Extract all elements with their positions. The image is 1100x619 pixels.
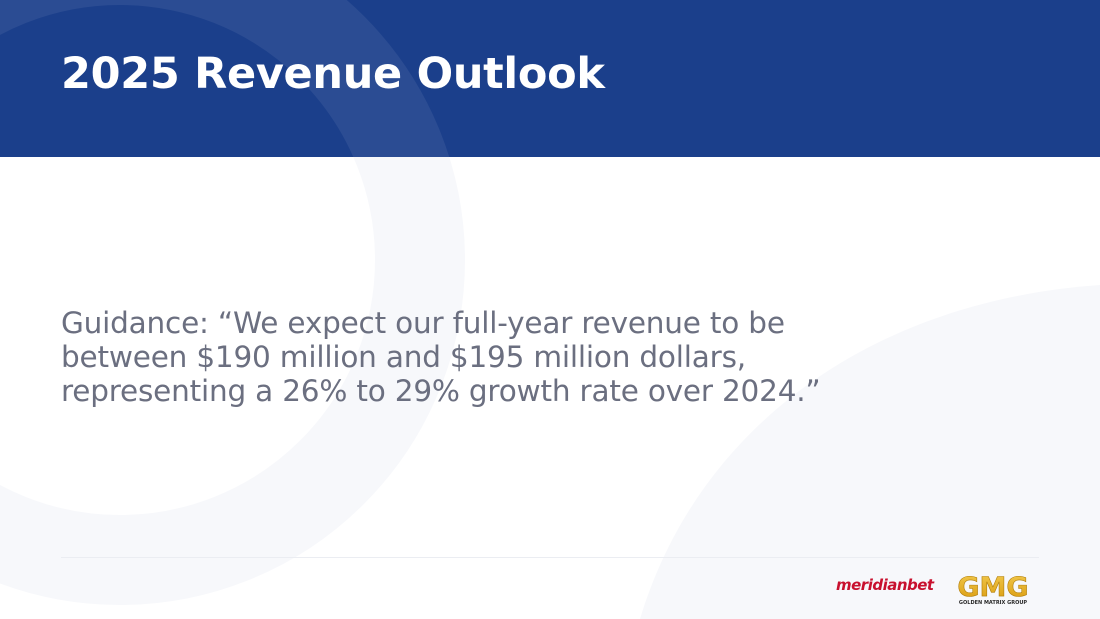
gmg-logo-subtitle: GOLDEN MATRIX GROUP bbox=[959, 600, 1027, 606]
meridianbet-logo: meridianbet bbox=[836, 576, 934, 594]
gmg-logo-mark: GMG bbox=[957, 572, 1028, 603]
title-header-bar: 2025 Revenue Outlook bbox=[0, 0, 1100, 157]
guidance-line: representing a 26% to 29% growth rate ov… bbox=[61, 374, 821, 408]
guidance-line: Guidance: “We expect our full-year reven… bbox=[61, 306, 785, 340]
guidance-quote: Guidance: “We expect our full-year reven… bbox=[61, 306, 1061, 408]
golden-matrix-group-logo: GMG GOLDEN MATRIX GROUP bbox=[957, 572, 1029, 606]
guidance-line: between $190 million and $195 million do… bbox=[61, 340, 746, 374]
slide-title: 2025 Revenue Outlook bbox=[61, 49, 605, 99]
footer-divider bbox=[61, 557, 1039, 558]
